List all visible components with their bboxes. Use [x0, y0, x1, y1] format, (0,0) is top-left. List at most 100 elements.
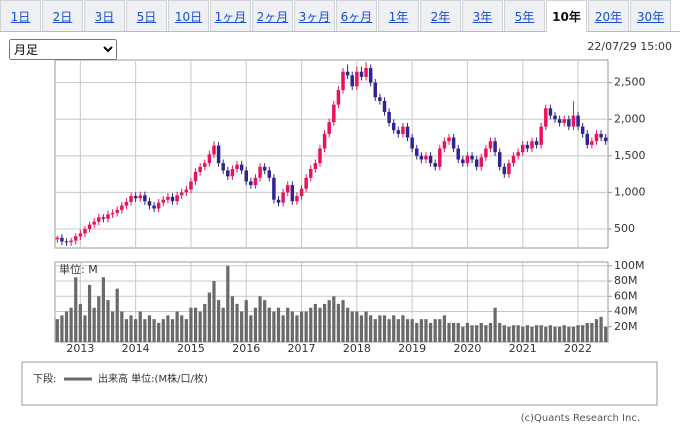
volume-bar — [502, 325, 506, 342]
y-tick-label: 80M — [614, 274, 638, 287]
volume-bar — [74, 277, 78, 342]
candle-body — [239, 164, 244, 171]
volume-bar — [364, 311, 368, 342]
volume-bar — [87, 284, 92, 342]
period-tab[interactable]: 2日 — [42, 0, 83, 31]
volume-bar — [295, 315, 299, 342]
candle-body — [318, 148, 322, 164]
candle-body — [87, 224, 92, 229]
period-tab[interactable]: 5年 — [504, 0, 545, 31]
volume-bar — [106, 300, 110, 342]
volume-bar — [189, 307, 193, 342]
x-tick-label: 2019 — [398, 342, 426, 355]
volume-bar — [276, 307, 281, 342]
period-tab[interactable]: 1ヶ月 — [210, 0, 251, 31]
x-tick-label: 2015 — [177, 342, 205, 355]
candle-body — [143, 195, 147, 202]
volume-bar — [493, 307, 497, 342]
volume-bar — [604, 326, 608, 342]
y-tick-label: 40M — [614, 305, 638, 318]
volume-bar — [410, 319, 414, 342]
candle-body — [548, 108, 553, 116]
volume-bar — [507, 326, 511, 342]
y-tick-label: 2,000 — [614, 112, 646, 125]
period-tab[interactable]: 6ヶ月 — [336, 0, 377, 31]
period-tab[interactable]: 3日 — [84, 0, 125, 31]
candle-body — [401, 126, 405, 134]
candle-body — [221, 163, 225, 171]
candle-body — [507, 163, 511, 175]
period-tab[interactable]: 3年 — [462, 0, 503, 31]
volume-bar — [207, 292, 211, 342]
period-select[interactable]: 月足 — [9, 39, 117, 60]
volume-bar — [479, 322, 483, 342]
period-tab[interactable]: 3ヶ月 — [294, 0, 335, 31]
volume-bar — [281, 315, 285, 342]
volume-bar — [216, 300, 221, 342]
volume-bar — [567, 326, 571, 342]
volume-bar — [581, 325, 585, 342]
period-tab[interactable]: 10年 — [546, 0, 587, 32]
volume-bar — [562, 325, 566, 342]
candle-body — [451, 137, 456, 149]
volume-bar — [594, 319, 599, 342]
candle-body — [138, 195, 143, 199]
candle-body — [479, 157, 484, 167]
candle-body — [184, 189, 189, 193]
volume-bar — [138, 311, 142, 342]
candle-body — [189, 181, 193, 190]
volume-bar — [134, 319, 138, 342]
period-tab[interactable]: 5日 — [126, 0, 167, 31]
candle-body — [396, 130, 401, 134]
candle-body — [599, 133, 603, 138]
candle-body — [461, 159, 465, 164]
y-tick-label: 100M — [614, 259, 645, 272]
volume-bar — [456, 322, 460, 342]
candle-body — [83, 228, 87, 234]
volume-bar — [470, 325, 474, 342]
y-tick-label: 20M — [614, 320, 638, 333]
candle-body — [345, 71, 350, 76]
candle-body — [156, 202, 161, 209]
volume-bar — [258, 296, 262, 342]
y-tick-label: 500 — [614, 222, 635, 235]
volume-bar — [433, 319, 437, 342]
volume-bar — [97, 296, 101, 342]
candle-body — [60, 237, 64, 242]
volume-bar — [401, 315, 405, 342]
period-tab[interactable]: 2ヶ月 — [252, 0, 293, 31]
candle-body — [147, 201, 152, 206]
candle-body — [73, 236, 78, 241]
volume-bar — [415, 322, 419, 342]
candle-body — [267, 170, 272, 178]
candle-body — [378, 97, 382, 101]
volume-bar — [318, 307, 322, 342]
candle-body — [368, 68, 373, 83]
volume-bar — [143, 319, 147, 342]
candle-body — [405, 126, 410, 138]
candle-body — [216, 145, 221, 164]
y-tick-label: 60M — [614, 289, 638, 302]
volume-bar — [341, 300, 345, 342]
volume-bar — [396, 319, 400, 342]
x-tick-label: 2018 — [343, 342, 371, 355]
candle-body — [226, 170, 230, 177]
candle-body — [313, 163, 318, 169]
period-tab[interactable]: 10日 — [168, 0, 209, 31]
period-tab[interactable]: 30年 — [630, 0, 671, 31]
volume-bar — [557, 326, 562, 342]
volume-bar — [110, 311, 115, 342]
period-tab[interactable]: 1日 — [0, 0, 41, 31]
volume-bar — [539, 325, 543, 342]
period-tab[interactable]: 20年 — [588, 0, 629, 31]
candle-body — [488, 141, 493, 149]
volume-bar — [359, 315, 364, 342]
period-tab[interactable]: 1年 — [378, 0, 419, 31]
period-tab[interactable]: 2年 — [420, 0, 461, 31]
candle-body — [373, 82, 378, 98]
volume-bar — [525, 325, 529, 342]
candle-body — [580, 126, 585, 134]
candle-body — [276, 199, 281, 203]
candle-body — [530, 141, 534, 149]
